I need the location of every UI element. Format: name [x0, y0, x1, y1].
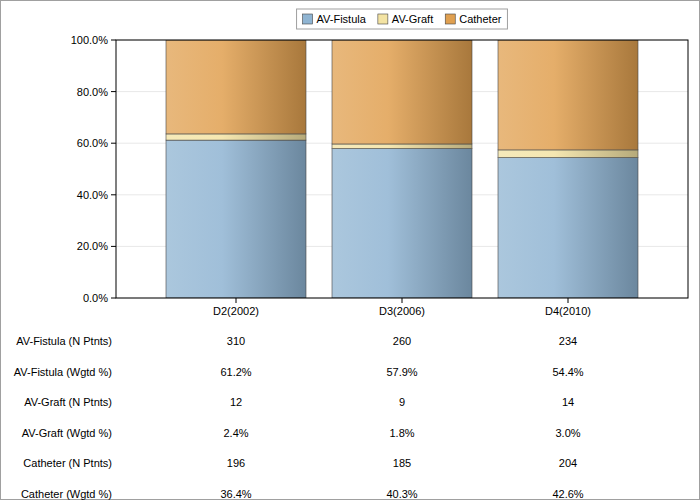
table-row-label: AV-Graft (N Ptnts)	[24, 396, 112, 408]
table-cell: 234	[559, 335, 577, 347]
table-row-label: AV-Fistula (N Ptnts)	[16, 335, 112, 347]
bar-segment	[498, 150, 638, 158]
y-tick-label: 60.0%	[77, 137, 108, 149]
y-tick-label: 40.0%	[77, 189, 108, 201]
x-tick-label: D2(2002)	[213, 305, 259, 317]
legend-box	[297, 9, 508, 29]
table-row-label: AV-Graft (Wgtd %)	[22, 427, 112, 439]
bar-segment	[166, 140, 306, 298]
table-cell: 54.4%	[552, 366, 583, 378]
table-row-label: Catheter (N Ptnts)	[23, 457, 112, 469]
table-cell: 196	[227, 457, 245, 469]
bar-segment	[332, 40, 472, 144]
table-cell: 1.8%	[389, 427, 414, 439]
bar-segment	[332, 144, 472, 149]
table-cell: 204	[559, 457, 577, 469]
y-tick	[111, 194, 116, 195]
bar-segment	[332, 149, 472, 298]
table-cell: 310	[227, 335, 245, 347]
y-tick	[111, 143, 116, 144]
x-tick	[402, 298, 403, 303]
table-cell: 57.9%	[386, 366, 417, 378]
table-cell: 260	[393, 335, 411, 347]
legend-label: AV-Graft	[392, 13, 433, 25]
x-tick	[568, 298, 569, 303]
y-tick	[111, 246, 116, 247]
table-cell: 9	[399, 396, 405, 408]
y-tick	[111, 40, 116, 41]
bar-segment	[166, 40, 306, 134]
bar-segment	[498, 40, 638, 150]
y-tick	[111, 91, 116, 92]
table-cell: 42.6%	[552, 488, 583, 500]
table-cell: 36.4%	[220, 488, 251, 500]
legend-swatch	[378, 14, 388, 24]
bar-segment	[166, 134, 306, 140]
outer-frame	[1, 1, 700, 500]
x-tick	[236, 298, 237, 303]
y-tick	[111, 298, 116, 299]
y-tick-label: 80.0%	[77, 86, 108, 98]
bars	[166, 40, 638, 298]
table-cell: 61.2%	[220, 366, 251, 378]
bar-segment	[498, 158, 638, 298]
legend-swatch	[303, 14, 313, 24]
table-row-label: AV-Fistula (Wgtd %)	[14, 366, 112, 378]
table-cell: 185	[393, 457, 411, 469]
plot-frame	[116, 40, 688, 298]
table-cell: 12	[230, 396, 242, 408]
table-cell: 14	[562, 396, 574, 408]
legend-swatch	[445, 14, 455, 24]
table-row-label: Catheter (Wgtd %)	[21, 488, 112, 500]
table-cell: 40.3%	[386, 488, 417, 500]
legend: AV-Fistula AV-Graft Catheter	[297, 9, 508, 29]
x-tick-label: D4(2010)	[545, 305, 591, 317]
table-cell: 3.0%	[555, 427, 580, 439]
legend-label: AV-Fistula	[317, 13, 367, 25]
x-tick-label: D3(2006)	[379, 305, 425, 317]
legend-label: Catheter	[459, 13, 502, 25]
table-cell: 2.4%	[223, 427, 248, 439]
chart-root: 0.0% 20.0% 40.0% 60.0% 80.0% 100.0% D2(2002) D3…	[0, 0, 700, 500]
y-tick-label: 0.0%	[83, 292, 108, 304]
y-tick-label: 100.0%	[71, 34, 109, 46]
y-tick-label: 20.0%	[77, 240, 108, 252]
